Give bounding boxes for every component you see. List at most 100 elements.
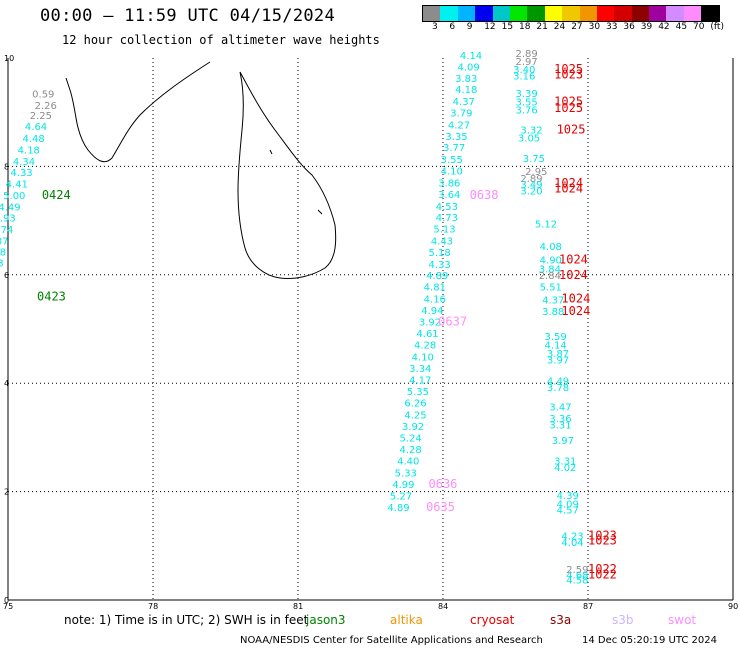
legend-swatch xyxy=(562,6,580,21)
pass-time-label: 1024 xyxy=(561,291,590,305)
legend-swatch xyxy=(666,6,684,21)
y-tick-label: 4 xyxy=(4,379,9,388)
wave-height-value: 2.84 xyxy=(539,271,561,282)
pass-time-label: 1023 xyxy=(554,68,583,82)
wave-height-value: 5.51 xyxy=(540,283,562,294)
wave-height-value: 3.79 xyxy=(450,109,472,120)
wave-height-value: 3.36 xyxy=(549,414,571,425)
wave-height-value: 5.24 xyxy=(400,434,422,445)
pass-time-label: 1024 xyxy=(554,176,583,190)
y-tick-label: 0 xyxy=(4,596,9,605)
x-tick-label: 75 xyxy=(3,602,13,610)
wave-height-value: 4.58 xyxy=(566,576,588,587)
wave-height-value: 4.02 xyxy=(554,463,576,474)
legend-label: 18 xyxy=(519,22,531,32)
wave-height-labels: 0.592.262.254.644.484.184.344.334.415.00… xyxy=(0,49,589,587)
wave-height-value: 3.31 xyxy=(554,457,576,468)
legend-label: 39 xyxy=(640,22,653,32)
satellite-s3b: s3b xyxy=(612,613,634,627)
wave-height-value: 3.35 xyxy=(445,132,467,143)
wave-height-value: 2.97 xyxy=(516,57,538,68)
coastline xyxy=(65,61,337,279)
legend-swatch xyxy=(509,6,528,21)
pass-time-label: 1025 xyxy=(557,122,586,136)
wave-height-value: 4.41 xyxy=(6,180,28,191)
wave-height-value: 5.27 xyxy=(390,492,412,503)
x-tick-label: 87 xyxy=(583,602,593,610)
wave-height-value: 4.89 xyxy=(426,271,448,282)
map-title: 00:00 – 11:59 UTC 04/15/2024 xyxy=(40,6,335,26)
wave-height-value: 4.94 xyxy=(421,306,443,317)
wave-height-value: 4.73 xyxy=(436,213,458,224)
pass-time-label: 0423 xyxy=(37,289,66,303)
wave-height-value: 3.39 xyxy=(516,89,538,100)
legend-unit: (ft) xyxy=(710,22,724,32)
y-tick-label: 2 xyxy=(4,488,9,497)
legend-swatch xyxy=(614,6,632,21)
wave-height-value: 3.32 xyxy=(520,125,542,136)
wave-height-value: 3.77 xyxy=(443,143,465,154)
island-fragment xyxy=(269,149,273,155)
legend-swatch xyxy=(492,6,510,21)
wave-height-value: 4.48 xyxy=(0,247,6,258)
satellite-altika: altika xyxy=(390,613,423,627)
pass-time-label: 0637 xyxy=(438,315,467,329)
wave-height-value: 2.89 xyxy=(520,174,542,185)
wave-height-value: 4.93 xyxy=(0,214,16,225)
legend-swatch xyxy=(596,6,615,21)
x-tick-label: 81 xyxy=(293,602,303,610)
legend-label: 15 xyxy=(501,22,514,32)
wave-height-value: 3.47 xyxy=(549,402,571,413)
wave-height-value: 3.55 xyxy=(441,155,463,166)
wave-height-value: 4.40 xyxy=(397,457,419,468)
wave-height-value: 4.27 xyxy=(448,120,470,131)
y-tick-label: 8 xyxy=(4,162,9,171)
legend-swatch xyxy=(649,6,667,21)
wave-height-value: 5.13 xyxy=(433,225,455,236)
pass-time-label: 0636 xyxy=(429,477,458,491)
wave-height-value: 3.97 xyxy=(552,436,574,447)
color-scale-bar xyxy=(422,5,720,22)
wave-height-value: 0.59 xyxy=(32,90,54,101)
wave-height-value: 5.33 xyxy=(395,468,417,479)
wave-height-value: 4.39 xyxy=(557,491,579,502)
wave-height-value: 4.57 xyxy=(557,505,579,516)
legend-label: 6 xyxy=(449,22,456,32)
wave-height-value: 4.17 xyxy=(409,376,431,387)
wave-height-value: 4.10 xyxy=(441,167,463,178)
pass-time-label: 1024 xyxy=(559,268,588,282)
wave-height-value: 2.25 xyxy=(30,111,52,122)
legend-swatch xyxy=(631,6,650,21)
legend-swatch xyxy=(457,6,476,21)
wave-height-value: 4.37 xyxy=(453,97,475,108)
wave-height-value: 3.64 xyxy=(438,190,460,201)
wave-height-value: 4.37 xyxy=(542,296,564,307)
x-tick-label: 84 xyxy=(438,602,448,610)
legend-label: 42 xyxy=(658,22,670,32)
legend-label: 27 xyxy=(571,22,583,32)
legend-label: 21 xyxy=(536,22,548,32)
legend-swatch xyxy=(423,6,441,21)
wave-height-value: 3.87 xyxy=(547,349,569,360)
x-tick-label: 90 xyxy=(728,602,738,610)
wave-height-value: 4.53 xyxy=(436,202,458,213)
wave-height-value: 3.05 xyxy=(518,133,540,144)
legend-swatch xyxy=(683,6,702,21)
wave-height-value: 2.89 xyxy=(516,49,538,60)
satellite-cryosat: cryosat xyxy=(470,613,515,627)
wave-height-value: 4.34 xyxy=(13,157,35,168)
x-tick-label: 78 xyxy=(148,602,158,610)
wave-height-value: 3.92 xyxy=(402,422,424,433)
wave-height-value: 3.16 xyxy=(513,72,535,83)
wave-height-value: 3.20 xyxy=(520,187,542,198)
wave-height-value: 4.61 xyxy=(416,329,438,340)
pass-time-label: 0424 xyxy=(42,188,71,202)
wave-height-value: 3.92 xyxy=(419,318,441,329)
pass-time-label: 0638 xyxy=(470,188,499,202)
axis-ticks: 75 78 81 84 87 90 0 2 4 6 8 10 xyxy=(3,54,738,610)
wave-height-value: 4.04 xyxy=(561,538,583,549)
wave-height-value: 3.84 xyxy=(539,265,561,276)
wave-height-value: 3.55 xyxy=(516,98,538,109)
legend-label: 12 xyxy=(484,22,496,32)
island-fragment xyxy=(317,209,323,215)
